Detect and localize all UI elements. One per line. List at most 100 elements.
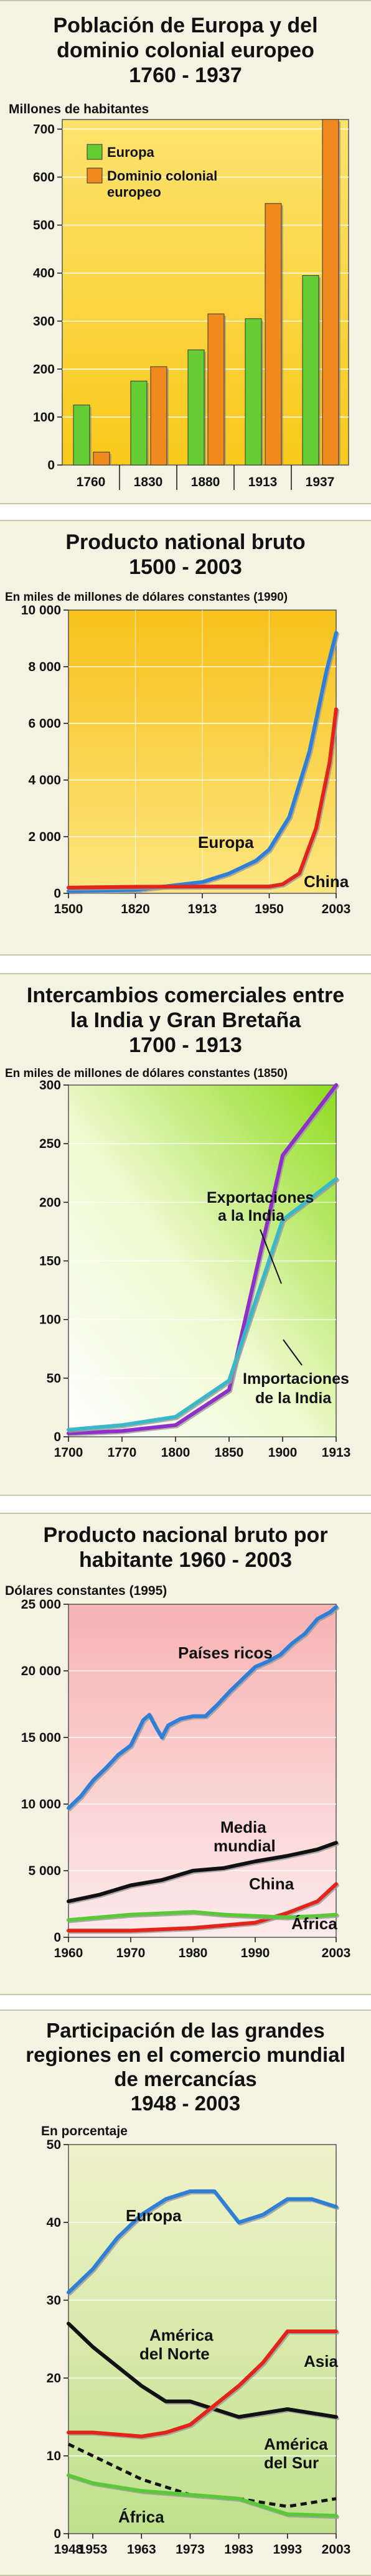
chart5-label-namerica-line2: del Norte (139, 2344, 210, 2363)
chart-panel-india-trade: Intercambios comerciales entre la India … (0, 973, 371, 1496)
chart1-gridlines (62, 128, 349, 418)
chart5-gridlines (68, 2222, 336, 2456)
chart3-pointer-imports (283, 1339, 303, 1366)
chart4-xtick-label: 1990 (241, 1946, 270, 1960)
chart4-ytick-label: 0 (54, 1930, 61, 1945)
chart5-ytick-label: 30 (47, 2293, 61, 2308)
chart3-xtick-label: 1913 (322, 1445, 351, 1460)
chart1-title-line3: 1760 - 1937 (129, 63, 242, 87)
chart2-xtick-label: 1950 (255, 902, 284, 916)
chart5-lines (67, 2189, 339, 2519)
bar-europa-1937 (302, 275, 319, 466)
chart4-series-china (67, 1882, 338, 1933)
chart3-ytick-label: 250 (39, 1137, 61, 1151)
chart3-axis: 0 50 100 150 200 250 300 1700 1770 1800 1850 1900 19… (39, 1078, 350, 1460)
chart4-lines (67, 1605, 339, 1934)
bar-colonial-1937 (322, 119, 339, 466)
chart3-xtick-label: 1800 (161, 1445, 190, 1460)
chart2-lines (67, 631, 339, 895)
gnp-per-capita-line-chart: Producto nacional bruto por habitante 19… (5, 1523, 351, 1960)
chart5-xtick-label: 1963 (127, 2542, 156, 2557)
chart3-label-exports-line1: Exportaciones (207, 1189, 314, 1206)
chart5-unit-label: En porcentaje (41, 2124, 128, 2138)
chart5-label-asia: Asia (304, 2352, 338, 2371)
chart1-title-line2: dominio colonial europeo (57, 39, 314, 62)
chart3-label-imports-line2: de la India (255, 1389, 332, 1407)
chart2-unit-label: En miles de millones de dólares constant… (5, 591, 288, 604)
chart1-ytick-label: 0 (47, 458, 55, 472)
chart-panel-gnp-per-capita: Producto nacional bruto por habitante 19… (0, 1513, 371, 1995)
chart-panel-world-trade: Participación de las grandes regiones en… (0, 2010, 371, 2576)
legend-label-europa: Europa (107, 144, 155, 160)
chart2-title-line2: 1500 - 2003 (129, 555, 242, 579)
bar-europa-1913 (245, 318, 262, 466)
chart2-ytick-label: 8 000 (28, 660, 61, 674)
chart2-title-line1: Producto national bruto (65, 530, 305, 554)
chart4-xtick-label: 1960 (54, 1946, 83, 1960)
chart4-axis: 0 5 000 10 000 15 000 20 000 25 000 1960 1970 19… (21, 1597, 351, 1960)
bar-colonial-1913 (265, 203, 282, 466)
chart4-label-africa: África (291, 1914, 337, 1933)
chart3-title-line3: 1700 - 1913 (129, 1033, 242, 1057)
chart4-plot-area (68, 1604, 337, 1938)
chart1-ytick-label: 200 (33, 362, 55, 377)
population-bar-chart: Población de Europa y del dominio coloni… (9, 14, 349, 490)
bar-europa-1830 (130, 380, 148, 466)
chart2-label-china: China (304, 872, 349, 891)
chart1-xtick-label: 1830 (134, 475, 163, 489)
chart3-pointer-exports (260, 1229, 282, 1284)
chart5-title-line3: de mercancías (114, 2067, 256, 2090)
chart4-label-rich: Países ricos (178, 1643, 273, 1662)
chart3-ytick-label: 300 (39, 1078, 61, 1093)
chart4-label-china: China (249, 1874, 294, 1893)
chart1-xtick-label: 1937 (306, 475, 335, 489)
chart1-xtick-label: 1880 (191, 475, 220, 489)
chart3-series-exports (67, 1083, 338, 1436)
chart4-xtick-label: 1980 (179, 1946, 208, 1960)
chart3-label-imports-line1: Importaciones (243, 1370, 349, 1388)
legend-label-colonial-line2: europeo (107, 184, 161, 200)
chart4-title-line2: habitante 1960 - 2003 (79, 1548, 292, 1572)
chart4-ytick-label: 5 000 (28, 1864, 61, 1878)
chart5-plot-area (68, 2144, 337, 2534)
chart5-title-line2: regiones en el comercio mundial (26, 2043, 345, 2066)
chart1-axis: 0 100 200 300 400 500 600 700 1760 1830 1880 1913 19… (33, 122, 334, 490)
legend-swatch-colonial (87, 167, 103, 184)
chart1-xtick-label: 1760 (77, 475, 106, 489)
chart5-ytick-label: 50 (47, 2138, 61, 2152)
chart3-ytick-label: 0 (54, 1430, 61, 1444)
chart-panel-population: Población de Europa y del dominio coloni… (0, 0, 371, 504)
chart2-ytick-label: 0 (54, 886, 61, 901)
chart4-title-line1: Producto nacional bruto por (43, 1523, 327, 1547)
chart3-label-exports-line2: a la India (218, 1207, 285, 1225)
chart5-ytick-label: 20 (47, 2371, 61, 2386)
chart5-label-namerica-line1: América (149, 2326, 214, 2344)
chart3-unit-label: En miles de millones de dólares constant… (5, 1067, 288, 1080)
chart4-unit-label: Dólares constantes (1995) (5, 1584, 167, 1598)
chart2-axis: 0 2 000 4 000 6 000 8 000 10 000 1500 1820 1913 1… (21, 603, 351, 916)
bar-colonial-1880 (207, 313, 225, 466)
world-trade-line-chart: Participación de las grandes regiones en… (26, 2019, 351, 2557)
chart4-xtick-label: 2003 (322, 1946, 351, 1960)
chart5-xtick-label: 1953 (78, 2542, 108, 2557)
chart4-ytick-label: 15 000 (21, 1731, 61, 1745)
chart1-ytick-label: 100 (33, 410, 55, 425)
chart2-xtick-label: 1500 (54, 902, 83, 916)
chart5-xtick-label: 2003 (322, 2542, 351, 2557)
chart3-ytick-label: 150 (39, 1254, 61, 1269)
chart3-ytick-label: 50 (47, 1371, 61, 1386)
chart4-series-world (67, 1841, 338, 1904)
chart3-lines (67, 1083, 339, 1437)
chart1-bars (73, 119, 340, 466)
chart5-label-europe: Europa (126, 2206, 182, 2225)
bar-europa-1880 (187, 349, 205, 466)
chart2-xtick-label: 1913 (188, 902, 217, 916)
chart3-ytick-label: 200 (39, 1195, 61, 1210)
chart1-ytick-label: 600 (33, 171, 55, 185)
chart4-label-world-line2: mundial (214, 1836, 276, 1855)
chart4-series-africa (67, 1910, 338, 1922)
chart3-title-line2: la India y Gran Bretaña (70, 1008, 301, 1032)
chart2-ytick-label: 6 000 (28, 717, 61, 731)
chart4-series-rich (67, 1605, 338, 1810)
